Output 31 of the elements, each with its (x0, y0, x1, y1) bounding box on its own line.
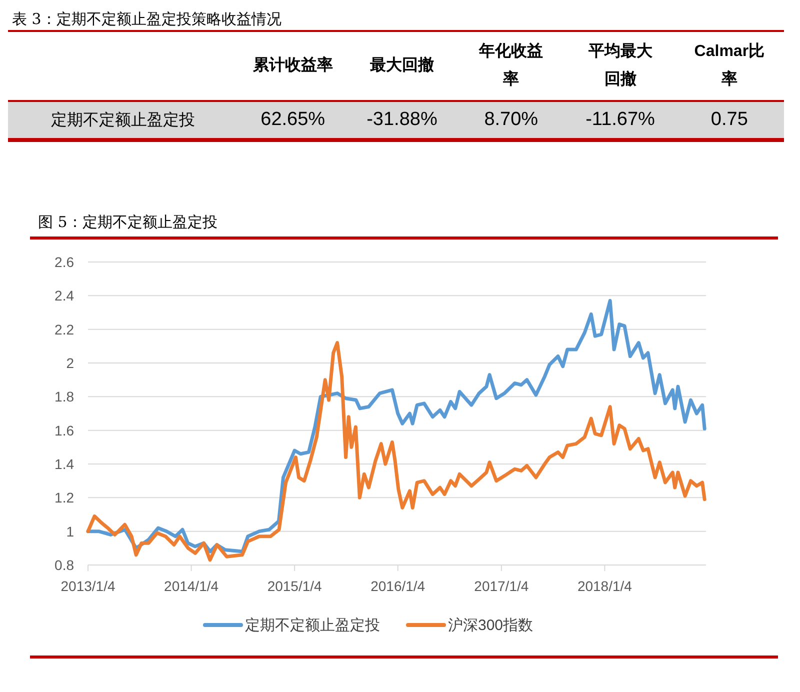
category-label: 年化收益率 (478, 42, 544, 90)
data-label: -11.67% (584, 108, 656, 132)
x-tick-label: 2018/1/4 (577, 578, 632, 594)
y-tick-label: 2 (66, 355, 74, 371)
data-label: 8.70% (483, 108, 540, 132)
legend-label: 定期不定额止盈定投 (245, 617, 380, 634)
y-tick-label: 2.4 (54, 288, 74, 304)
category-label: 最大回撤 (368, 56, 435, 76)
legend-label: 沪深300指数 (448, 617, 534, 634)
y-tick-label: 1.2 (54, 490, 74, 506)
chart-title: 图 5：定期不定额止盈定投 (38, 213, 218, 231)
x-tick-label: 2013/1/4 (60, 578, 116, 594)
x-tick-label: 2016/1/4 (370, 578, 426, 594)
y-tick-label: 2.6 (54, 254, 74, 270)
x-tick-label: 2017/1/4 (474, 578, 529, 594)
category-label: 平均最大回撤 (587, 42, 654, 90)
y-tick-label: 1.8 (54, 388, 74, 405)
category-label: 累计收益率 (252, 55, 334, 76)
y-tick-label: 0.8 (54, 557, 74, 573)
data-label: -31.88% (366, 108, 438, 132)
y-tick-label: 1.6 (54, 422, 74, 438)
data-label: 62.65% (260, 108, 326, 132)
data-label: 0.75 (710, 108, 749, 132)
y-tick-label: 1.4 (54, 456, 74, 472)
text: 表 3：定期不定额止盈定投策略收益情况 (8, 0, 784, 32)
y-tick-label: 1 (66, 523, 74, 540)
x-tick-label: 2015/1/4 (267, 578, 322, 594)
y-tick-label: 2.2 (54, 321, 74, 338)
category-label: Calmar比率 (693, 42, 766, 90)
series-label: 定期不定额止盈定投 (50, 110, 196, 130)
x-tick-label: 2014/1/4 (164, 578, 219, 594)
